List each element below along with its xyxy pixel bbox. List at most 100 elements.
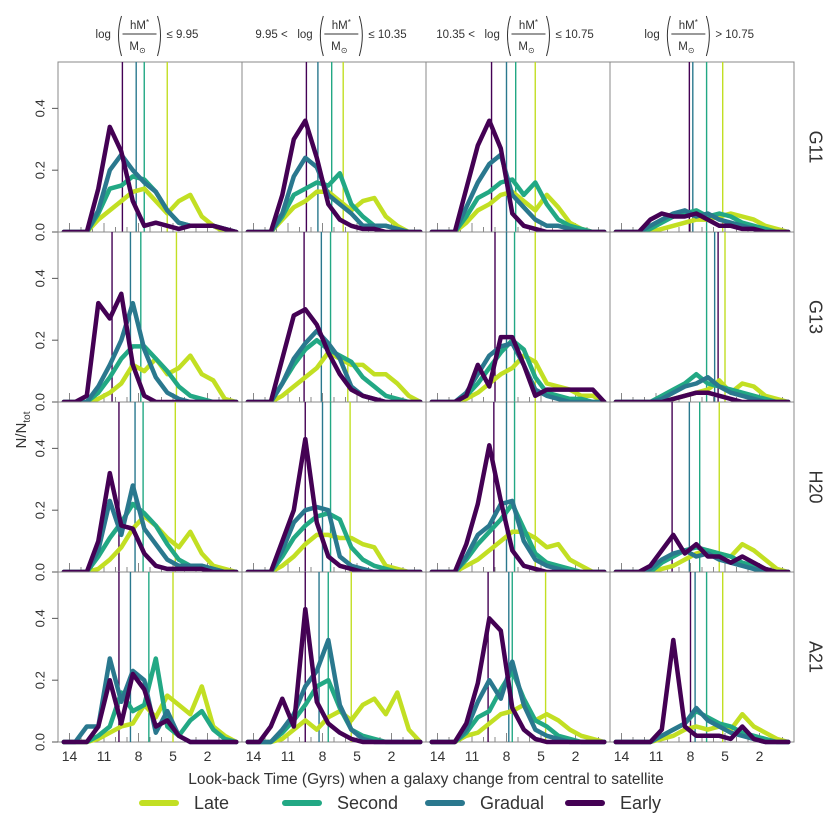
series-line-second [61, 656, 239, 745]
y-tick-label: 0.2 [32, 161, 47, 179]
series-line-early [613, 532, 791, 575]
header-upper-bound: ≤ 9.95 [167, 29, 199, 41]
panel-a21-col3: 14 11 8 5 2 [425, 571, 611, 764]
panel-h20-col2 [241, 401, 427, 575]
row-strip-label: H20 [805, 470, 825, 503]
legend-label: Early [620, 793, 661, 813]
panel-frame [425, 401, 611, 573]
y-tick-label: 0.0 [32, 563, 47, 581]
header-upper-bound: > 10.75 [715, 29, 754, 41]
plot-area: 0.0 0.2 0.4 0.0 0.2 0.4 0.0 0.2 0.4 0.0 0.2 0.4 14 11… [32, 61, 795, 764]
legend-label: Second [337, 793, 398, 813]
header-paren-right [705, 15, 710, 57]
y-tick-label: 0.2 [32, 671, 47, 689]
series-line-late [245, 690, 423, 745]
panel-g13-col4 [609, 231, 795, 405]
x-tick-label: 14 [430, 748, 446, 764]
legend-item-second: Second [282, 793, 398, 813]
column-header-3: 10.35 < log hM* M⊙ ≤ 10.75 [436, 15, 594, 57]
panel-frame [57, 231, 243, 403]
y-tick-label: 0.2 [32, 501, 47, 519]
header-denominator-sub: ⊙ [528, 46, 535, 55]
header-paren-left [506, 15, 511, 57]
x-tick-label: 11 [281, 748, 296, 764]
panel-frame [57, 61, 243, 233]
series-line-early [61, 124, 239, 235]
header-log: log [485, 29, 500, 41]
x-tick-label: 8 [319, 748, 327, 764]
panel-g11-col3 [425, 61, 611, 235]
column-headers: log hM* M⊙ ≤ 9.95 9.95 < log hM* M⊙ ≤ 10.35 10.35… [96, 15, 754, 57]
panel-g11-col4 [609, 61, 795, 235]
header-denominator: M⊙ [518, 41, 534, 55]
x-tick-label: 2 [388, 748, 396, 764]
y-axis-label-main: N/N [13, 423, 30, 449]
panel-frame [425, 61, 611, 233]
x-tick-label: 11 [465, 748, 480, 764]
header-denominator: M⊙ [331, 41, 347, 55]
y-tick-label: 0.0 [32, 733, 47, 751]
panel-g13-col1: 0.0 0.2 0.4 [32, 231, 243, 411]
header-numerator-sub: * [695, 18, 698, 27]
y-axis-label-sub: tot [22, 411, 33, 422]
y-tick-label: 0.4 [32, 269, 47, 287]
x-tick-label: 5 [353, 748, 361, 764]
x-tick-label: 2 [572, 748, 580, 764]
header-denominator-sub: ⊙ [341, 46, 348, 55]
x-tick-label: 5 [721, 748, 729, 764]
header-paren-right [546, 15, 550, 57]
y-tick-label: 0.4 [32, 609, 47, 627]
x-axis-label: Look-back Time (Gyrs) when a galaxy chan… [188, 771, 664, 788]
x-tick-label: 8 [503, 748, 511, 764]
legend-label: Gradual [480, 793, 544, 813]
panel-g13-col2 [241, 231, 427, 405]
header-upper-bound: ≤ 10.35 [368, 29, 406, 41]
x-tick-label: 5 [537, 748, 545, 764]
series-line-early [245, 606, 423, 745]
panel-frame [425, 571, 611, 743]
header-lower-bound: 10.35 < [436, 29, 475, 41]
column-header-4: log hM* M⊙ > 10.75 [644, 15, 754, 57]
header-paren-right [358, 15, 363, 57]
header-paren-left [666, 15, 671, 57]
panel-a21-col2: 14 11 8 5 2 [241, 571, 427, 764]
panel-h20-col4 [609, 401, 795, 575]
x-tick-label: 14 [614, 748, 630, 764]
header-paren-right [157, 15, 162, 57]
panel-frame [57, 401, 243, 573]
panel-frame [425, 231, 611, 403]
series-line-early [61, 671, 239, 745]
y-tick-label: 0.4 [32, 99, 47, 117]
panel-g11-col2 [241, 61, 427, 235]
series-line-early [429, 616, 607, 745]
legend-item-early: Early [565, 793, 661, 813]
panel-frame [609, 231, 795, 403]
header-log: log [297, 29, 312, 41]
y-tick-label: 0.2 [32, 331, 47, 349]
header-denominator-sub: ⊙ [139, 46, 146, 55]
panel-frame [609, 401, 795, 573]
header-log: log [96, 29, 111, 41]
header-numerator: hM* [130, 18, 149, 32]
header-paren-left [118, 15, 122, 57]
row-strip-label: G11 [805, 131, 825, 164]
legend-item-gradual: Gradual [425, 793, 544, 813]
header-denominator: M⊙ [129, 41, 145, 55]
x-tick-label: 14 [246, 748, 262, 764]
panel-frame [241, 61, 427, 233]
panel-a21-col1: 0.0 0.2 0.4 14 11 8 5 2 [32, 571, 243, 764]
panel-g13-col3 [425, 231, 611, 405]
header-numerator-sub: * [146, 18, 149, 27]
header-paren-left [319, 15, 324, 57]
header-log: log [644, 29, 659, 41]
column-header-2: 9.95 < log hM* M⊙ ≤ 10.35 [255, 15, 407, 57]
x-tick-label: 2 [204, 748, 212, 764]
header-upper-bound: ≤ 10.75 [555, 29, 593, 41]
column-header-1: log hM* M⊙ ≤ 9.95 [96, 15, 199, 57]
header-numerator: hM* [332, 18, 351, 32]
series-line-gradual [245, 155, 423, 235]
panel-frame [609, 61, 795, 233]
row-strips: G11 G13 H20 A21 [805, 131, 825, 673]
panel-h20-col3 [425, 401, 611, 575]
